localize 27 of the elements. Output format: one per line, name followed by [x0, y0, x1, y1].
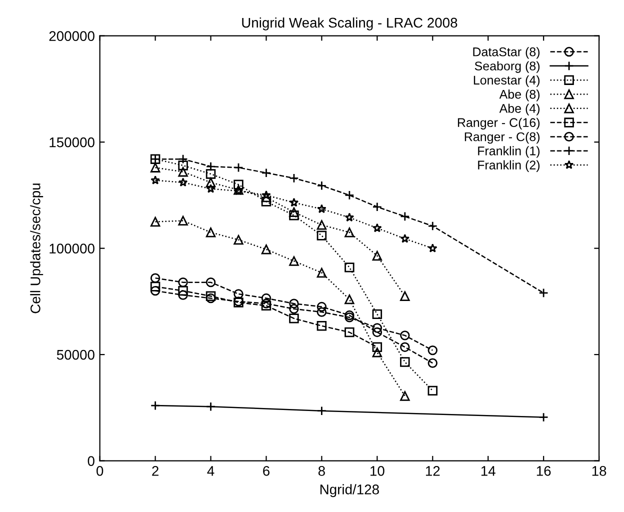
y-tick-label: 50000 — [56, 350, 94, 360]
x-tick-label: 4 — [207, 466, 214, 476]
x-axis-title: Ngrid/128 — [320, 484, 379, 498]
x-tick-label: 18 — [592, 466, 606, 476]
chart-title: Unigrid Weak Scaling - LRAC 2008 — [242, 17, 458, 30]
x-tick-label: 10 — [370, 466, 384, 476]
x-tick-label: 6 — [263, 466, 270, 476]
legend-label: Seaborg (8) — [474, 61, 540, 73]
legend-label: DataStar (8) — [473, 47, 540, 59]
y-tick-label: 100000 — [50, 244, 94, 254]
y-tick-label: 200000 — [49, 31, 94, 42]
x-tick-label: 2 — [152, 466, 158, 476]
legend-label: Abe (8) — [499, 90, 540, 102]
legend-label: Franklin (1) — [478, 146, 540, 158]
legend-label: Ranger - C(16) — [458, 118, 540, 130]
legend-label: Lonestar (4) — [474, 75, 540, 88]
y-tick-label: 150000 — [50, 137, 94, 148]
x-tick-label: 16 — [536, 466, 551, 476]
y-tick-label: 0 — [88, 456, 94, 466]
x-tick-label: 0 — [96, 466, 104, 476]
x-tick-label: 14 — [481, 466, 496, 476]
legend-label: Franklin (2) — [478, 160, 540, 172]
x-tick-label: 8 — [318, 466, 325, 476]
legend-label: Ranger - C(8) — [464, 132, 540, 144]
legend-label: Abe (4) — [499, 104, 540, 116]
x-tick-label: 12 — [426, 466, 440, 476]
y-axis-title: Cell Updates/sec/cpu — [30, 184, 44, 314]
